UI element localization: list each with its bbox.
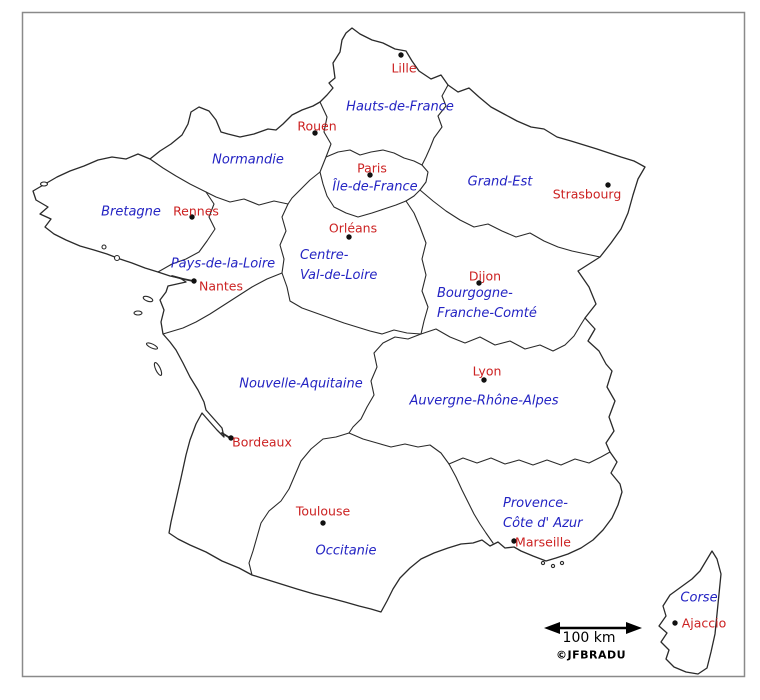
city-dot-toulouse <box>320 520 326 526</box>
region-label-bourgogne-franche-comte: Bourgogne- Franche-Comté <box>437 286 537 321</box>
island-oleron <box>153 362 163 376</box>
city-label-ajaccio: Ajaccio <box>681 615 727 631</box>
city-dot-ajaccio <box>672 620 678 626</box>
border-iledefrance-grandest <box>419 164 429 191</box>
city-label-marseille: Marseille <box>515 534 571 550</box>
border-auvergnerhonealpes-occitanie <box>348 432 450 465</box>
city-label-dijon: Dijon <box>468 268 502 284</box>
city-dot-orleans <box>346 234 352 240</box>
border-hautsdefrance-grandest <box>421 84 449 166</box>
scale-bar-label: 100 km <box>562 630 616 646</box>
region-label-bretagne: Bretagne <box>101 204 161 220</box>
city-dot-paris <box>367 172 373 178</box>
island-hyeres-1 <box>540 560 546 566</box>
border-centre-bourgogne <box>405 200 429 335</box>
border-nouvelleaquitaine-occitanie <box>248 432 350 576</box>
city-dot-lille <box>398 52 404 58</box>
city-label-paris: Paris <box>357 160 387 176</box>
island-noirmoutier <box>142 295 154 303</box>
border-iledefrance-centre <box>319 171 407 218</box>
city-label-lille: Lille <box>391 60 417 76</box>
border-nouvelleaquitaine-auvergnerhonealpes <box>348 333 422 434</box>
map-credit: ©JFBRADU <box>555 648 627 662</box>
region-label-ile-de-france: Île-de-France <box>332 179 418 195</box>
border-auvergnerhonealpes-provence <box>448 451 611 466</box>
border-hautsdefrance-normandie <box>319 101 332 158</box>
city-dot-dijon <box>476 280 482 286</box>
region-label-centre-val-de-loire: Centre- Val-de-Loire <box>300 248 378 283</box>
city-dot-marseille <box>511 538 517 544</box>
city-dot-bordeaux <box>228 435 234 441</box>
region-label-hauts-de-france: Hauts-de-France <box>346 99 454 115</box>
region-label-pays-de-la-loire: Pays-de-la-Loire <box>170 256 276 272</box>
city-dot-rouen <box>312 130 318 136</box>
region-label-provence-cote-d-azur: Provence- Côte d' Azur <box>503 496 583 531</box>
region-label-occitanie: Occitanie <box>315 543 377 559</box>
border-normandie-centre <box>287 171 321 205</box>
border-normandie-paysdelaloire <box>205 191 289 206</box>
city-dot-lyon <box>481 377 487 383</box>
city-label-toulouse: Toulouse <box>295 503 351 519</box>
city-label-nantes: Nantes <box>198 278 244 294</box>
island-belle-ile <box>113 254 121 262</box>
island-ouessant <box>39 181 49 187</box>
border-paysdelaloire-centre <box>279 203 289 274</box>
region-label-corse: Corse <box>680 590 718 606</box>
scale-bar-left-arrowhead <box>544 622 560 634</box>
city-label-bordeaux: Bordeaux <box>232 434 292 450</box>
city-label-lyon: Lyon <box>472 363 502 379</box>
border-normandie-iledefrance <box>319 156 327 173</box>
island-hyeres-2 <box>550 563 556 569</box>
border-bretagne-paysdelaloire <box>157 191 216 273</box>
border-paysdelaloire-nouvelleaquitaine <box>162 272 283 335</box>
city-label-rouen: Rouen <box>297 118 337 134</box>
loire-estuary-line <box>171 275 194 282</box>
city-dot-rennes <box>189 214 195 220</box>
corse-outline <box>658 550 722 675</box>
map-frame-border <box>21 11 746 678</box>
france-mainland-outline <box>32 27 646 613</box>
region-label-nouvelle-aquitaine: Nouvelle-Aquitaine <box>239 376 363 392</box>
island-hyeres-3 <box>559 560 565 566</box>
border-occitanie-provence <box>448 463 494 544</box>
scale-bar-right-arrowhead <box>626 622 642 634</box>
city-label-strasbourg: Strasbourg <box>552 186 622 202</box>
border-grandest-bourgogne <box>419 189 601 258</box>
border-centre-nouvelleaquitaine <box>281 272 422 335</box>
island-yeu <box>133 310 143 316</box>
city-label-rennes: Rennes <box>173 203 219 219</box>
border-bourgogne-auvergnerhonealpes <box>420 317 586 352</box>
region-label-grand-est: Grand-Est <box>467 174 533 190</box>
border-bretagne-normandie <box>149 158 207 193</box>
city-label-orleans: Orléans <box>328 220 378 236</box>
region-label-auvergne-rhone-alpes: Auvergne-Rhône-Alpes <box>409 393 559 409</box>
island-groix <box>101 244 107 250</box>
border-hautsdefrance-iledefrance <box>325 149 423 166</box>
region-label-normandie: Normandie <box>212 152 284 168</box>
border-iledefrance-bourgogne <box>405 189 421 202</box>
city-dot-nantes <box>191 278 197 284</box>
island-re <box>145 342 159 350</box>
city-dot-strasbourg <box>605 182 611 188</box>
